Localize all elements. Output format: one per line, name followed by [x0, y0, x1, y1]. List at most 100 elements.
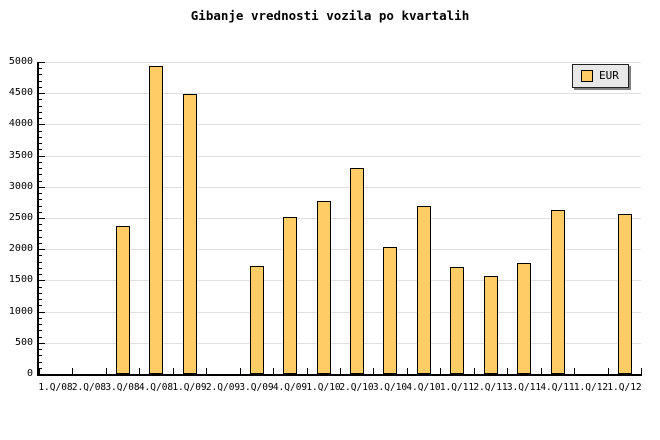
y-axis-label: 3500 [8, 150, 33, 161]
chart-bar [350, 168, 364, 374]
y-major-tick [39, 218, 45, 219]
y-minor-tick [39, 131, 42, 132]
y-axis-label: 4000 [8, 118, 33, 129]
y-minor-tick [39, 349, 42, 350]
y-minor-tick [39, 149, 42, 150]
chart-bar [283, 217, 297, 374]
chart-bar [484, 276, 498, 374]
y-gridline [39, 280, 641, 281]
y-major-tick [39, 124, 45, 125]
chart-bar [149, 66, 163, 374]
x-tick [507, 368, 508, 374]
x-tick [206, 368, 207, 374]
y-axis-label: 2500 [8, 212, 33, 223]
x-axis-label: 4.Q/10 [406, 382, 441, 393]
x-tick [608, 368, 609, 374]
x-axis-label: 3.Q/09 [239, 382, 274, 393]
y-minor-tick [39, 206, 42, 207]
x-axis-label: 2.Q/11 [473, 382, 508, 393]
y-minor-tick [39, 212, 42, 213]
x-axis-label: 1.Q/12 [573, 382, 609, 393]
chart-bar [618, 214, 632, 374]
chart-bar [250, 266, 264, 374]
chart-bar [116, 226, 130, 374]
x-axis-label: 4.Q/08 [138, 382, 174, 393]
x-tick [139, 368, 140, 374]
x-tick [474, 368, 475, 374]
x-axis-label: 1.Q/10 [306, 382, 341, 393]
chart-title: Gibanje vrednosti vozila po kvartalih [190, 8, 470, 23]
y-minor-tick [39, 199, 42, 200]
x-axis-line [37, 374, 642, 376]
x-tick [173, 368, 174, 374]
y-minor-tick [39, 74, 42, 75]
legend-series-swatch [581, 70, 593, 82]
legend: EUR [572, 64, 629, 88]
y-gridline [39, 249, 641, 250]
chart-bar [450, 267, 464, 374]
chart-bar [417, 206, 431, 374]
x-axis-label: 1.Q/09 [172, 382, 207, 393]
y-minor-tick [39, 305, 42, 306]
x-tick [273, 368, 274, 374]
y-gridline [39, 62, 641, 63]
y-minor-tick [39, 106, 42, 107]
y-axis-label: 2000 [8, 243, 33, 254]
y-minor-tick [39, 224, 42, 225]
y-minor-tick [39, 168, 42, 169]
x-tick [106, 368, 107, 374]
y-major-tick [39, 156, 45, 157]
y-gridline [39, 124, 641, 125]
x-axis-label: 2.Q/08 [71, 382, 107, 393]
y-minor-tick [39, 230, 42, 231]
x-axis-label: 2.Q/09 [205, 382, 241, 393]
chart-bar [317, 201, 331, 374]
y-gridline [39, 187, 641, 188]
y-minor-tick [39, 318, 42, 319]
x-axis-label: 3.Q/08 [105, 382, 140, 393]
y-minor-tick [39, 193, 42, 194]
y-axis-label: 500 [14, 337, 33, 348]
x-tick [307, 368, 308, 374]
y-minor-tick [39, 243, 42, 244]
y-minor-tick [39, 368, 42, 369]
x-tick [240, 368, 241, 374]
y-minor-tick [39, 262, 42, 263]
x-axis-label: 3.Q/11 [506, 382, 542, 393]
y-minor-tick [39, 143, 42, 144]
y-axis-label: 4500 [8, 87, 33, 98]
y-minor-tick [39, 299, 42, 300]
x-axis-label: 1.Q/08 [38, 382, 73, 393]
y-minor-tick [39, 87, 42, 88]
y-major-tick [39, 343, 45, 344]
y-axis-line [37, 62, 39, 376]
y-minor-tick [39, 181, 42, 182]
x-tick [373, 368, 374, 374]
y-minor-tick [39, 237, 42, 238]
chart-bar [183, 94, 197, 374]
y-minor-tick [39, 274, 42, 275]
y-minor-tick [39, 137, 42, 138]
x-tick [641, 368, 642, 374]
x-axis-label: 4.Q/11 [540, 382, 575, 393]
chart-bar [551, 210, 565, 374]
y-minor-tick [39, 355, 42, 356]
y-major-tick [39, 312, 45, 313]
x-tick [440, 368, 441, 374]
y-gridline [39, 312, 641, 313]
y-minor-tick [39, 255, 42, 256]
x-tick [72, 368, 73, 374]
y-gridline [39, 343, 641, 344]
y-minor-tick [39, 337, 42, 338]
y-minor-tick [39, 174, 42, 175]
y-axis-label: 1500 [8, 274, 33, 285]
chart-bar [517, 263, 531, 374]
y-major-tick [39, 93, 45, 94]
y-minor-tick [39, 112, 42, 113]
y-axis-label: 3000 [8, 181, 33, 192]
y-minor-tick [39, 287, 42, 288]
x-tick [340, 368, 341, 374]
y-minor-tick [39, 118, 42, 119]
y-gridline [39, 218, 641, 219]
